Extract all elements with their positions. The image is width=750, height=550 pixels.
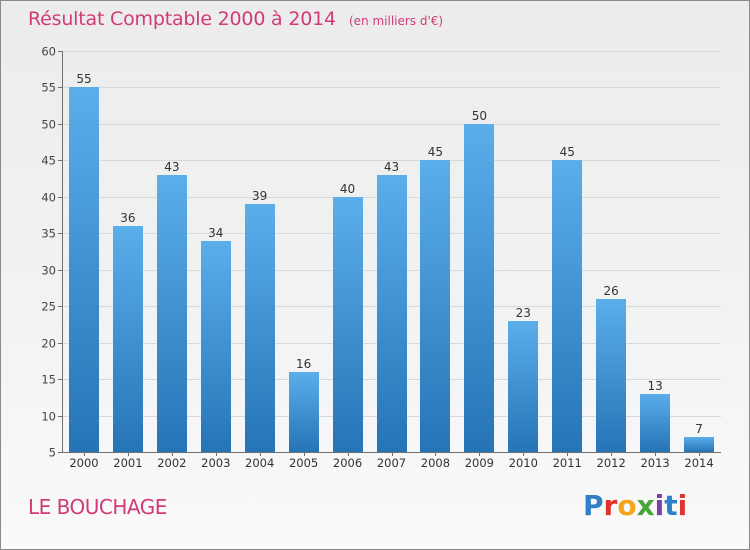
logo-letter: r [603, 489, 618, 522]
commune-name: LE BOUCHAGE [28, 495, 167, 519]
y-tick-label: 35 [41, 227, 56, 241]
y-tick-label: 40 [41, 191, 56, 205]
data-label: 13 [647, 379, 662, 393]
bar-2003 [201, 241, 231, 452]
data-label: 55 [76, 72, 91, 86]
logo-letter: i [677, 489, 688, 522]
x-tick-label: 2013 [640, 456, 669, 470]
x-tick-label: 2014 [684, 456, 713, 470]
x-tick-label: 2011 [553, 456, 582, 470]
x-tick-label: 2004 [245, 456, 274, 470]
bar-2011 [552, 160, 582, 452]
x-tick-label: 2006 [333, 456, 362, 470]
bar-2004 [245, 204, 275, 452]
bar-2006 [333, 197, 363, 452]
x-tick-label: 2007 [377, 456, 406, 470]
logo-letter: o [617, 489, 637, 522]
y-tick-label: 20 [41, 337, 56, 351]
data-label: 45 [560, 145, 575, 159]
chart-unit: (en milliers d'€) [348, 14, 444, 28]
data-label: 34 [208, 226, 223, 240]
y-tick-label: 55 [41, 81, 56, 95]
bar-2009 [464, 124, 494, 452]
data-label: 16 [296, 357, 311, 371]
x-tick-label: 2002 [157, 456, 186, 470]
data-label: 36 [120, 211, 135, 225]
x-tick-label: 2008 [421, 456, 450, 470]
bar-2010 [508, 321, 538, 452]
y-tick-label: 45 [41, 154, 56, 168]
data-label: 7 [695, 422, 703, 436]
bars [69, 87, 714, 452]
data-label: 23 [516, 306, 531, 320]
data-label: 43 [384, 160, 399, 174]
axes: 5 10 15 20 25 30 35 40 45 50 55 60 2000 2001 2002 2003 2… [41, 45, 721, 470]
chart-title: Résultat Comptable 2000 à 2014 [28, 8, 336, 30]
data-label: 43 [164, 160, 179, 174]
x-tick-label: 2001 [113, 456, 142, 470]
bar-2007 [377, 175, 407, 452]
bar-2013 [640, 394, 670, 452]
bar-2001 [113, 226, 143, 452]
x-tick-label: 2012 [597, 456, 626, 470]
y-tick-label: 50 [41, 118, 56, 132]
data-label: 39 [252, 189, 267, 203]
x-tick-label: 2003 [201, 456, 230, 470]
data-label: 40 [340, 182, 355, 196]
data-label: 26 [604, 284, 619, 298]
bar-2000 [69, 87, 99, 452]
chart-title-row: Résultat Comptable 2000 à 2014 (en milli… [28, 8, 443, 30]
logo-letter: t [664, 489, 678, 522]
data-label: 45 [428, 145, 443, 159]
data-label: 50 [472, 109, 487, 123]
x-tick-label: 2010 [509, 456, 538, 470]
bar-2012 [596, 299, 626, 452]
logo-letter: x [636, 489, 655, 522]
y-tick-label: 25 [41, 300, 56, 314]
y-tick-label: 10 [41, 410, 56, 424]
x-tick-label: 2000 [69, 456, 98, 470]
bar-2014 [684, 437, 714, 452]
y-tick-label: 5 [49, 446, 56, 460]
logo-letter: i [654, 489, 665, 522]
bar-2002 [157, 175, 187, 452]
bar-2008 [420, 160, 450, 452]
data-labels: 55 36 43 34 39 16 40 43 45 50 23 45 26 13 7 [76, 72, 703, 436]
bar-2005 [289, 372, 319, 452]
proxiti-logo: Proxiti [583, 489, 687, 522]
x-tick-label: 2009 [465, 456, 494, 470]
x-tick-label: 2005 [289, 456, 318, 470]
y-tick-label: 15 [41, 373, 56, 387]
y-tick-label: 30 [41, 264, 56, 278]
y-tick-label: 60 [41, 45, 56, 59]
logo-letter: P [583, 489, 604, 522]
